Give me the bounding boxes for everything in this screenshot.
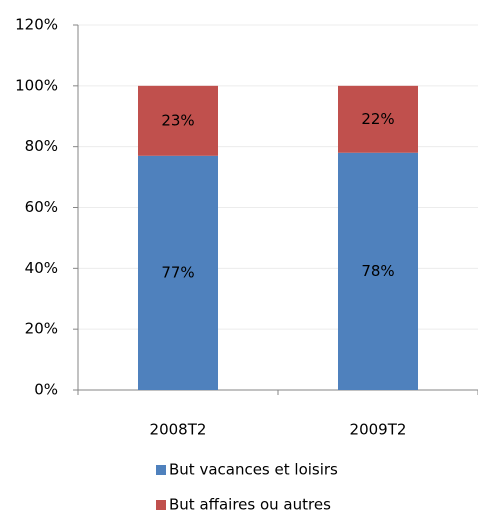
y-tick-label: 40% <box>25 259 58 277</box>
legend-swatch <box>156 465 166 475</box>
y-tick-label: 20% <box>25 320 58 338</box>
bar-segment <box>338 152 418 390</box>
legend-swatch <box>156 500 166 510</box>
y-tick-label: 80% <box>25 137 58 155</box>
data-label: 77% <box>161 263 194 281</box>
y-tick-label: 100% <box>15 76 58 94</box>
y-tick-label: 120% <box>15 16 58 34</box>
data-label: 23% <box>161 111 194 129</box>
legend-label: But vacances et loisirs <box>169 461 338 479</box>
y-tick-label: 60% <box>25 198 58 216</box>
bar-segment <box>138 85 218 156</box>
data-label: 22% <box>361 110 394 128</box>
legend-label: But affaires ou autres <box>169 496 331 514</box>
x-tick-label: 2009T2 <box>350 421 407 439</box>
data-label: 78% <box>361 262 394 280</box>
bar-segment <box>338 85 418 153</box>
y-tick-label: 0% <box>34 381 58 399</box>
x-tick-label: 2008T2 <box>150 421 207 439</box>
bar-segment <box>138 155 218 390</box>
